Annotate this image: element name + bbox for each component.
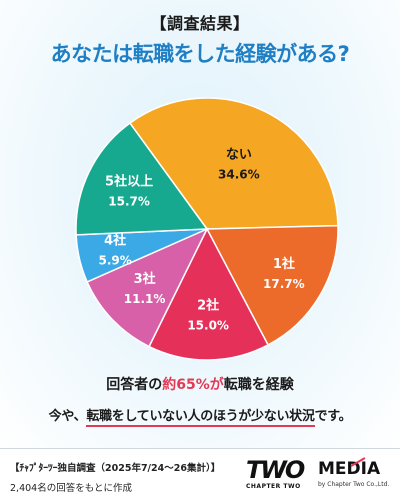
summary-prefix: 回答者の: [106, 377, 163, 393]
slice-label-3: 3社: [134, 271, 156, 287]
note-pre: 今や、: [48, 409, 87, 424]
logo-by: by Chapter Two Co.,Ltd.: [318, 481, 390, 488]
summary-suffix: 転職を経験: [223, 377, 294, 393]
footer-divider: [0, 448, 400, 449]
pie-slice-3: [86, 227, 209, 348]
slice-value-1: 17.7%: [263, 277, 305, 291]
pie-slice-5: [75, 122, 209, 236]
slice-label-4: 4社: [104, 233, 126, 249]
note-text: 今や、転職をしていない人のほうが少ない状況です。: [0, 405, 400, 427]
slice-value-2: 15.0%: [187, 318, 229, 332]
survey-result-label: 【調査結果】: [150, 14, 250, 33]
note-underlined: 転職をしていない人のほうが少ない状況: [86, 409, 315, 427]
note-post: です。: [314, 409, 352, 424]
slice-label-5: 5社以上: [105, 174, 153, 190]
brand-logo: TWO CHAPTER TWO MEDIA by Chapter Two Co.…: [246, 456, 396, 496]
pie-slice-1: [205, 224, 339, 346]
logo-subtitle: CHAPTER TWO: [246, 483, 301, 490]
summary-text: 回答者の約65%が転職を経験: [0, 374, 400, 394]
slice-value-5: 15.7%: [108, 195, 150, 209]
slice-label-1: 1社: [273, 256, 295, 272]
survey-source: 【ﾁｬﾌﾟﾀｰﾂｰ独自調査（2025年7/24〜26集計）】: [10, 463, 221, 474]
slice-value-0: 34.6%: [218, 167, 260, 181]
pie-slice-2: [148, 227, 270, 361]
summary-highlight: 約65%が: [162, 377, 224, 393]
chart-title: あなたは転職をした経験がある?: [50, 42, 350, 66]
logo-mark: TWO: [246, 456, 305, 484]
logo-media: MEDIA: [318, 459, 381, 479]
slice-value-4: 5.9%: [99, 254, 132, 268]
pie-slice-0: [128, 97, 339, 230]
slice-value-3: 11.1%: [124, 292, 166, 306]
slice-label-0: ない: [226, 147, 252, 162]
survey-basis: 2,404名の回答をもとに作成: [10, 483, 133, 494]
slice-label-2: 2社: [197, 297, 219, 313]
pie-chart: ない 34.6% 1社 17.7% 2社 15.0% 3社 11.1% 4社 5.9% 5社以上 15…: [75, 97, 339, 361]
